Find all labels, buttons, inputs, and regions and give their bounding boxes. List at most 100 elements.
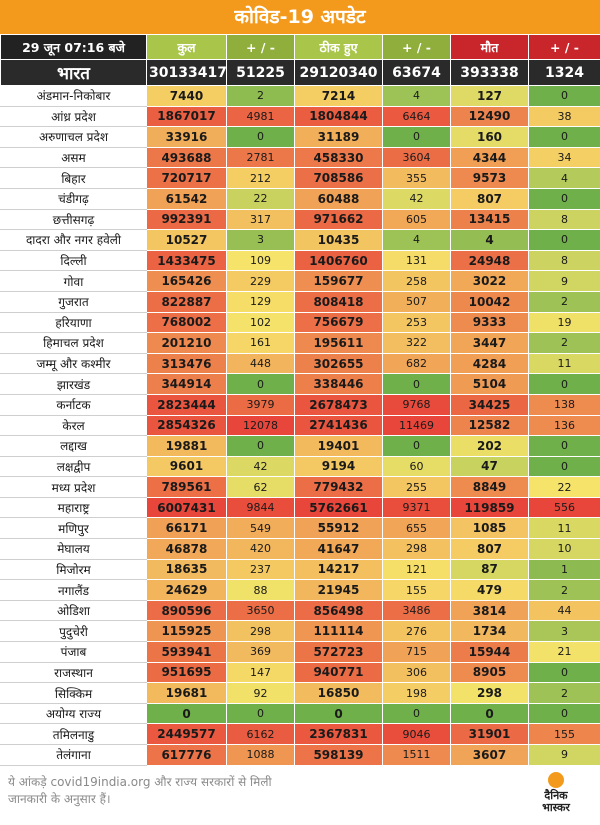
- state-row: दादरा और नगर हवेली 10527 3 10435 4 4 0: [0, 229, 600, 251]
- total-change: 448: [226, 352, 295, 375]
- recovered: 1406760: [294, 249, 383, 272]
- recovered: 458330: [294, 146, 383, 169]
- recovered: 55912: [294, 517, 383, 540]
- total-cases: 19681: [146, 682, 227, 704]
- state-row: सिक्किम 19681 92 16850 198 298 2: [0, 682, 600, 704]
- deaths-change: 138: [528, 393, 600, 416]
- india-total-change: 51225: [226, 59, 295, 86]
- state-name: तेलंगाना: [0, 744, 147, 766]
- date-header: 29 जून 07:16 बजे: [0, 34, 147, 60]
- state-name: अंडमान-निकोबार: [0, 85, 147, 107]
- state-name: लद्दाख: [0, 435, 147, 457]
- total-cases: 46878: [146, 538, 227, 560]
- total-cases: 768002: [146, 311, 227, 334]
- recovered-change: 355: [382, 167, 451, 189]
- state-row: लक्षद्वीप 9601 42 9194 60 47 0: [0, 455, 600, 478]
- state-row: दिल्ली 1433475 109 1406760 131 24948 8: [0, 249, 600, 272]
- deaths: 15944: [450, 641, 529, 663]
- deaths-change: 0: [528, 187, 600, 210]
- total-cases: 593941: [146, 641, 227, 663]
- deaths-change: 8: [528, 249, 600, 272]
- state-row: बिहार 720717 212 708586 355 9573 4: [0, 167, 600, 189]
- recovered-change: 715: [382, 641, 451, 663]
- state-row: तेलंगाना 617776 1088 598139 1511 3607 9: [0, 744, 600, 766]
- deaths: 10042: [450, 290, 529, 313]
- total-change: 42: [226, 455, 295, 478]
- total-change: 3979: [226, 393, 295, 416]
- total-cases: 10527: [146, 229, 227, 251]
- recovered-change: 682: [382, 352, 451, 375]
- deaths: 87: [450, 558, 529, 581]
- total-change: 1088: [226, 744, 295, 766]
- deaths: 47: [450, 455, 529, 478]
- deaths-change: 2: [528, 332, 600, 354]
- total-cases: 201210: [146, 332, 227, 354]
- recovered: 41647: [294, 538, 383, 560]
- state-name: नगालैंड: [0, 579, 147, 601]
- deaths-change: 19: [528, 311, 600, 334]
- total-change-header: + / -: [226, 34, 295, 60]
- deaths-change: 1: [528, 558, 600, 581]
- deaths-change: 136: [528, 414, 600, 437]
- india-name: भारत: [0, 59, 147, 86]
- india-total-row: भारत 30133417 51225 29120340 63674 39333…: [0, 59, 600, 86]
- state-name: गुजरात: [0, 290, 147, 313]
- deaths-change: 0: [528, 85, 600, 107]
- footer: ये आंकड़े covid19india.org और राज्य सरका…: [0, 766, 600, 824]
- recovered-change: 3604: [382, 146, 451, 169]
- deaths-change: 10: [528, 538, 600, 560]
- deaths-change: 4: [528, 167, 600, 189]
- total-change: 369: [226, 641, 295, 663]
- state-name: मेघालय: [0, 538, 147, 560]
- deaths: 4: [450, 229, 529, 251]
- deaths-change: 0: [528, 126, 600, 148]
- total-change: 2781: [226, 146, 295, 169]
- recovered: 1804844: [294, 105, 383, 128]
- deaths: 12582: [450, 414, 529, 437]
- recovered-change: 0: [382, 126, 451, 148]
- total-cases: 789561: [146, 476, 227, 498]
- recovered-header: ठीक हुए: [294, 34, 383, 60]
- total-cases: 992391: [146, 208, 227, 231]
- total-cases: 7440: [146, 85, 227, 107]
- recovered: 5762661: [294, 496, 383, 519]
- total-change: 317: [226, 208, 295, 231]
- deaths-change: 0: [528, 229, 600, 251]
- deaths: 34425: [450, 393, 529, 416]
- recovered: 21945: [294, 579, 383, 601]
- state-row: अंडमान-निकोबार 7440 2 7214 4 127 0: [0, 85, 600, 107]
- recovered: 14217: [294, 558, 383, 581]
- recovered-change: 198: [382, 682, 451, 704]
- total-cases: 6007431: [146, 496, 227, 519]
- state-row: गोवा 165426 229 159677 258 3022 9: [0, 270, 600, 292]
- total-cases: 2854326: [146, 414, 227, 437]
- recovered-change: 131: [382, 249, 451, 272]
- deaths: 0: [450, 702, 529, 725]
- header-row: 29 जून 07:16 बजे कुल + / - ठीक हुए + / -…: [0, 34, 600, 60]
- recovered-change: 9768: [382, 393, 451, 416]
- total-change: 237: [226, 558, 295, 581]
- recovered: 31189: [294, 126, 383, 148]
- state-name: दादरा और नगर हवेली: [0, 229, 147, 251]
- state-name: महाराष्ट्र: [0, 496, 147, 519]
- recovered: 111114: [294, 620, 383, 643]
- total-cases: 33916: [146, 126, 227, 148]
- recovered-change: 253: [382, 311, 451, 334]
- total-cases: 18635: [146, 558, 227, 581]
- state-row: अयोग्य राज्य 0 0 0 0 0 0: [0, 702, 600, 725]
- state-name: कर्नाटक: [0, 393, 147, 416]
- deaths-change: 21: [528, 641, 600, 663]
- recovered: 302655: [294, 352, 383, 375]
- total-change: 420: [226, 538, 295, 560]
- total-change: 109: [226, 249, 295, 272]
- total-change: 2: [226, 85, 295, 107]
- recovered: 598139: [294, 744, 383, 766]
- recovered: 7214: [294, 85, 383, 107]
- deaths-change: 0: [528, 702, 600, 725]
- deaths: 1085: [450, 517, 529, 540]
- total-cases: 822887: [146, 290, 227, 313]
- recovered-change: 655: [382, 517, 451, 540]
- total-change: 4981: [226, 105, 295, 128]
- total-cases: 344914: [146, 373, 227, 395]
- total-cases: 2823444: [146, 393, 227, 416]
